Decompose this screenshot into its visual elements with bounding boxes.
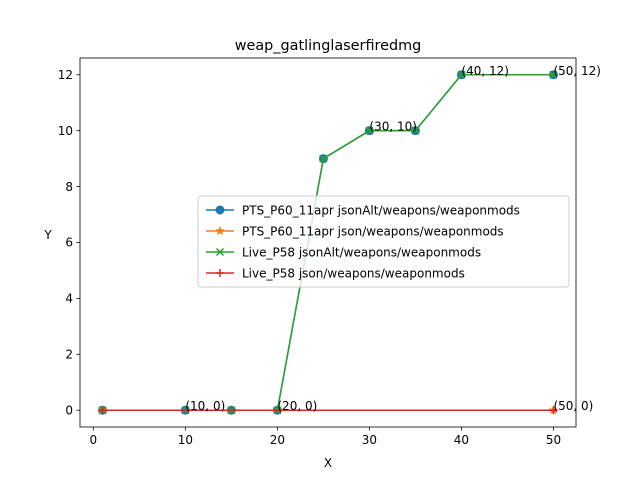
x-marker-stroke	[457, 70, 466, 79]
point-annotation: (30, 10)	[369, 120, 417, 134]
annotation-layer: (10, 0) (20, 0) (30, 10) (40, 12) (50, 12) (5…	[185, 64, 601, 413]
y-axis-label: Y	[43, 228, 52, 242]
x-marker-stroke	[411, 126, 420, 135]
legend-item: Live_P58 json/weapons/weaponmods	[206, 266, 465, 280]
legend-item: PTS_P60_11apr json/weapons/weaponmods	[206, 224, 504, 238]
legend-label: Live_P58 json/weapons/weaponmods	[242, 266, 465, 280]
legend-label: Live_P58 jsonAlt/weapons/weaponmods	[242, 245, 481, 259]
x-tick-label: 50	[546, 433, 561, 447]
y-tick-label: 10	[58, 124, 73, 138]
series-layer	[97, 70, 559, 415]
x-tick-label: 0	[90, 433, 98, 447]
data-point	[365, 126, 374, 135]
data-point	[549, 70, 558, 79]
point-annotation: (50, 12)	[553, 64, 601, 78]
legend-marker	[216, 269, 224, 277]
x-marker-stroke	[365, 126, 374, 135]
data-point	[457, 70, 466, 79]
x-tick-label: 20	[270, 433, 285, 447]
y-tick-label: 0	[65, 403, 73, 417]
y-tick-label: 8	[65, 180, 73, 194]
point-annotation: (10, 0)	[185, 399, 225, 413]
x-marker-stroke	[215, 247, 225, 257]
legend: PTS_P60_11apr jsonAlt/weapons/weaponmods…	[197, 195, 570, 288]
x-tick-label: 40	[454, 433, 469, 447]
series-4	[98, 406, 558, 415]
data-point	[411, 126, 420, 135]
point-annotation: (20, 0)	[277, 399, 317, 413]
y-tick-label: 2	[65, 348, 73, 362]
data-point	[549, 406, 558, 415]
x-tick-label: 10	[178, 433, 193, 447]
point-annotation: (40, 12)	[461, 64, 509, 78]
legend-label: PTS_P60_11apr jsonAlt/weapons/weaponmods	[242, 203, 520, 217]
axis-ticks: 0 10 20 30 40 50 0 2 4 6 8 10 12	[58, 68, 561, 447]
x-marker-stroke	[549, 70, 558, 79]
legend-box	[197, 195, 570, 288]
legend-marker	[215, 205, 225, 215]
data-point	[319, 154, 328, 163]
legend-marker	[215, 247, 225, 257]
legend-item: Live_P58 jsonAlt/weapons/weaponmods	[206, 245, 481, 259]
point-annotation: (50, 0)	[553, 399, 593, 413]
plot-frame	[79, 57, 577, 428]
legend-label: PTS_P60_11apr json/weapons/weaponmods	[242, 224, 504, 238]
legend-marker	[215, 225, 225, 236]
y-tick-label: 12	[58, 68, 73, 82]
y-tick-label: 6	[65, 236, 73, 250]
y-tick-label: 4	[65, 292, 73, 306]
chart-title: weap_gatlinglaserfiredmg	[235, 38, 422, 54]
x-axis-label: X	[324, 456, 332, 470]
x-marker-stroke	[319, 154, 328, 163]
x-tick-label: 30	[362, 433, 377, 447]
legend-item: PTS_P60_11apr jsonAlt/weapons/weaponmods	[206, 203, 520, 217]
data-point	[98, 406, 107, 415]
